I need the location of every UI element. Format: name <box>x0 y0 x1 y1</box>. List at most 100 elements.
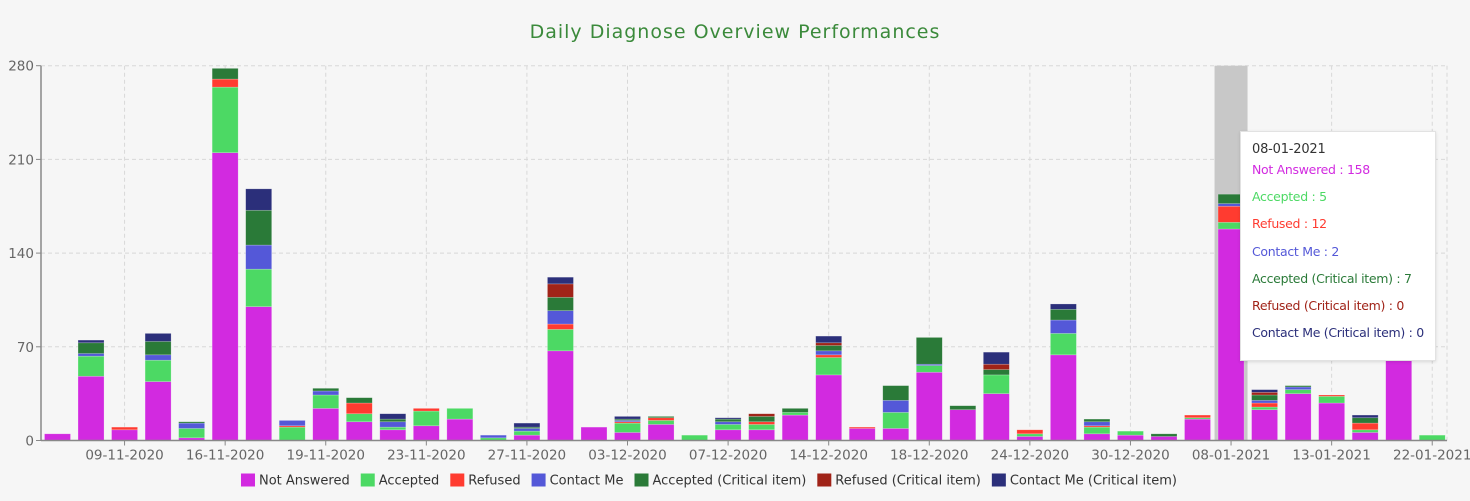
bar-segment[interactable] <box>178 428 205 439</box>
bar-segment[interactable] <box>312 394 340 409</box>
bar-segment[interactable] <box>245 268 272 307</box>
bar-segment[interactable] <box>815 345 842 352</box>
bar-stack[interactable] <box>413 408 440 441</box>
bar-segment[interactable] <box>245 244 272 270</box>
bar-segment[interactable] <box>681 434 708 441</box>
bar-segment[interactable] <box>714 417 742 420</box>
bar-segment[interactable] <box>1284 393 1312 441</box>
bar-segment[interactable] <box>1150 433 1178 437</box>
bar-segment[interactable] <box>245 209 272 246</box>
bar-segment[interactable] <box>1251 409 1278 441</box>
bar-stack[interactable] <box>882 385 910 441</box>
bar-stack[interactable] <box>312 387 340 441</box>
bar-segment[interactable] <box>1318 402 1345 441</box>
bar-segment[interactable] <box>44 433 71 441</box>
bar-segment[interactable] <box>815 350 842 356</box>
bar-segment[interactable] <box>614 432 641 441</box>
bar-segment[interactable] <box>848 428 876 441</box>
bar-stack[interactable] <box>178 421 205 441</box>
bar-segment[interactable] <box>781 408 809 413</box>
bar-stack[interactable] <box>681 434 708 441</box>
bar-stack[interactable] <box>211 68 239 441</box>
bar-segment[interactable] <box>446 408 474 420</box>
bar-segment[interactable] <box>245 188 272 211</box>
bar-stack[interactable] <box>614 416 641 441</box>
bar-segment[interactable] <box>77 375 105 441</box>
bar-segment[interactable] <box>714 424 742 431</box>
legend-item[interactable]: Not Answered <box>240 473 350 489</box>
bar-segment[interactable] <box>379 418 407 423</box>
bar-segment[interactable] <box>278 426 306 441</box>
bar-segment[interactable] <box>1351 422 1379 431</box>
bar-segment[interactable] <box>77 353 105 357</box>
bar-segment[interactable] <box>379 421 407 428</box>
bar-segment[interactable] <box>1050 319 1077 334</box>
bar-segment[interactable] <box>647 424 675 441</box>
bar-segment[interactable] <box>379 426 407 431</box>
bar-stack[interactable] <box>44 433 71 441</box>
legend-item[interactable]: Accepted (Critical item) <box>634 473 807 489</box>
bar-segment[interactable] <box>580 426 608 441</box>
bar-segment[interactable] <box>1284 386 1312 390</box>
bar-segment[interactable] <box>345 421 373 441</box>
bar-stack[interactable] <box>748 413 775 441</box>
bar-segment[interactable] <box>983 351 1010 365</box>
bar-segment[interactable] <box>547 296 574 311</box>
bar-segment[interactable] <box>647 416 675 419</box>
bar-segment[interactable] <box>144 341 172 356</box>
bar-segment[interactable] <box>1251 400 1278 404</box>
bar-segment[interactable] <box>882 385 910 401</box>
bar-segment[interactable] <box>983 374 1010 394</box>
bar-segment[interactable] <box>748 413 775 417</box>
bar-stack[interactable] <box>1418 434 1446 441</box>
bar-segment[interactable] <box>1251 394 1278 401</box>
bar-segment[interactable] <box>345 413 373 423</box>
bar-segment[interactable] <box>781 412 809 416</box>
bar-stack[interactable] <box>915 337 943 441</box>
bar-segment[interactable] <box>211 78 239 88</box>
legend-item[interactable]: Refused (Critical item) <box>817 473 981 489</box>
bar-segment[interactable] <box>949 409 977 441</box>
bar-segment[interactable] <box>1083 426 1111 435</box>
bar-segment[interactable] <box>1050 333 1077 356</box>
bar-segment[interactable] <box>1050 303 1077 310</box>
bar-segment[interactable] <box>614 416 641 420</box>
bar-segment[interactable] <box>77 339 105 344</box>
bar-segment[interactable] <box>781 414 809 441</box>
bar-stack[interactable] <box>1184 414 1211 441</box>
bar-segment[interactable] <box>1284 389 1312 394</box>
bar-segment[interactable] <box>547 329 574 352</box>
bar-segment[interactable] <box>815 342 842 346</box>
legend-item[interactable]: Refused <box>450 473 521 489</box>
bar-segment[interactable] <box>614 421 641 424</box>
bar-segment[interactable] <box>983 369 1010 376</box>
bar-segment[interactable] <box>547 283 574 298</box>
bar-segment[interactable] <box>815 374 842 441</box>
bar-segment[interactable] <box>413 425 440 441</box>
bar-segment[interactable] <box>647 420 675 425</box>
bar-segment[interactable] <box>1251 392 1278 396</box>
bar-segment[interactable] <box>1251 402 1278 408</box>
bar-segment[interactable] <box>748 421 775 425</box>
bar-segment[interactable] <box>1351 417 1379 424</box>
bar-stack[interactable] <box>379 413 407 441</box>
bar-segment[interactable] <box>714 418 742 423</box>
bar-segment[interactable] <box>312 387 340 392</box>
bar-segment[interactable] <box>1184 414 1211 419</box>
bar-segment[interactable] <box>748 416 775 423</box>
bar-segment[interactable] <box>413 410 440 427</box>
bar-segment[interactable] <box>983 363 1010 370</box>
bar-segment[interactable] <box>647 417 675 421</box>
bar-segment[interactable] <box>1418 434 1446 441</box>
bar-segment[interactable] <box>1251 389 1278 393</box>
bar-segment[interactable] <box>211 86 239 154</box>
bar-stack[interactable] <box>1318 394 1345 441</box>
bar-stack[interactable] <box>1284 385 1312 441</box>
bar-segment[interactable] <box>1318 396 1345 404</box>
bar-segment[interactable] <box>915 365 943 373</box>
bar-stack[interactable] <box>815 335 842 441</box>
bar-segment[interactable] <box>1083 421 1111 427</box>
bar-stack[interactable] <box>547 276 574 441</box>
bar-segment[interactable] <box>882 428 910 441</box>
bar-segment[interactable] <box>178 421 205 424</box>
